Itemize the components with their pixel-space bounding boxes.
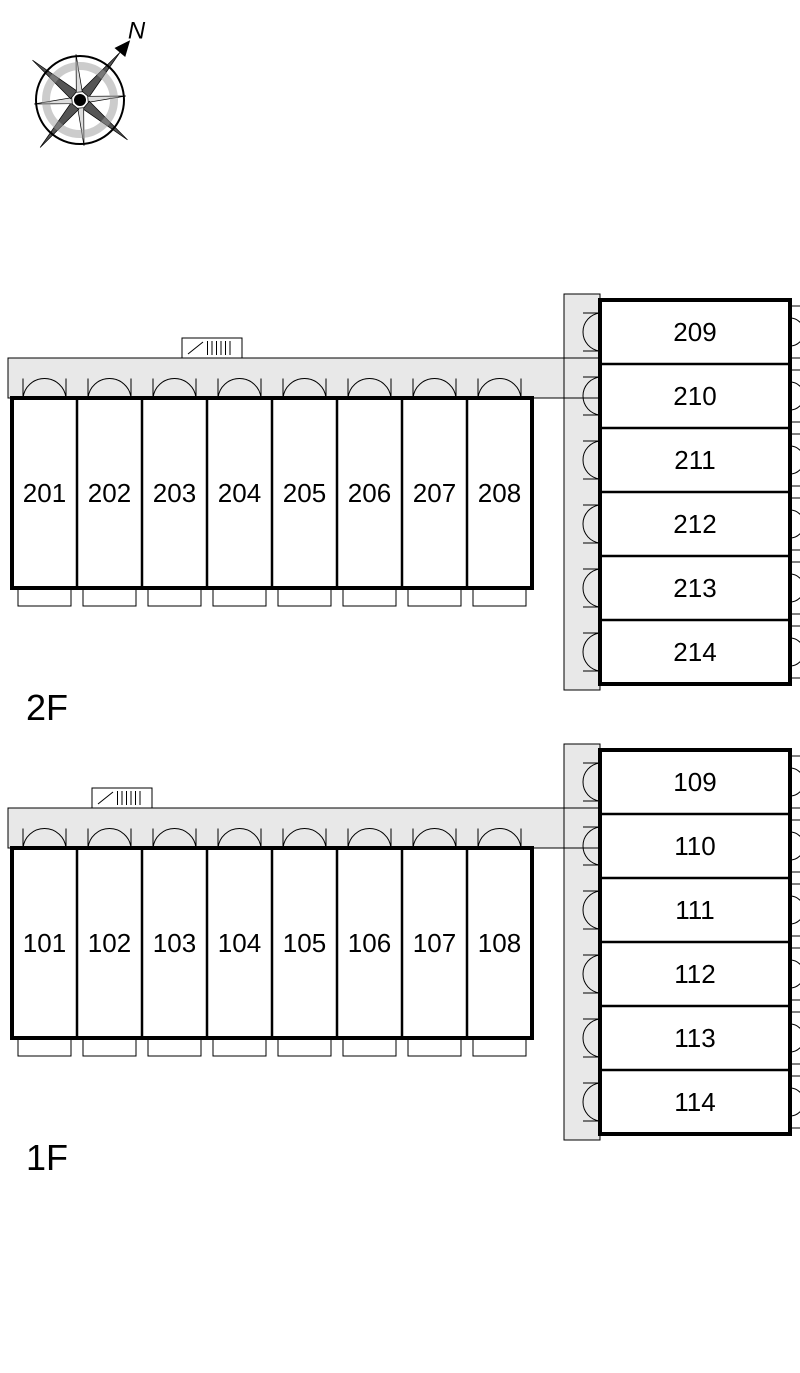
unit-label: 207	[413, 478, 456, 508]
unit-label: 208	[478, 478, 521, 508]
compass-north-label: N	[128, 18, 146, 45]
unit-label: 108	[478, 928, 521, 958]
unit-label: 205	[283, 478, 326, 508]
unit-label: 110	[674, 831, 715, 861]
unit-label: 204	[218, 478, 261, 508]
floor-label: 1F	[26, 1137, 68, 1178]
unit-label: 107	[413, 928, 456, 958]
unit-label: 114	[674, 1087, 715, 1117]
unit-label: 113	[674, 1023, 715, 1053]
stair-icon	[92, 788, 152, 808]
unit-label: 212	[673, 509, 716, 539]
compass-rose	[33, 40, 131, 147]
unit-label: 214	[673, 637, 716, 667]
unit-label: 213	[673, 573, 716, 603]
unit-label: 103	[153, 928, 196, 958]
unit-label: 201	[23, 478, 66, 508]
unit-label: 102	[88, 928, 131, 958]
unit-label: 104	[218, 928, 261, 958]
unit-label: 203	[153, 478, 196, 508]
stair-icon	[182, 338, 242, 358]
unit-label: 202	[88, 478, 131, 508]
unit-label: 106	[348, 928, 391, 958]
unit-label: 209	[673, 317, 716, 347]
unit-label: 101	[23, 928, 66, 958]
floorplan-diagram: N 201 202 203 204 205 206 207 208 209 210 211 212 213…	[0, 0, 800, 1373]
unit-label: 210	[673, 381, 716, 411]
unit-label: 105	[283, 928, 326, 958]
floor-label: 2F	[26, 687, 68, 728]
unit-label: 211	[674, 445, 715, 475]
unit-label: 206	[348, 478, 391, 508]
unit-label: 109	[673, 767, 716, 797]
unit-label: 111	[675, 895, 715, 925]
unit-label: 112	[674, 959, 715, 989]
